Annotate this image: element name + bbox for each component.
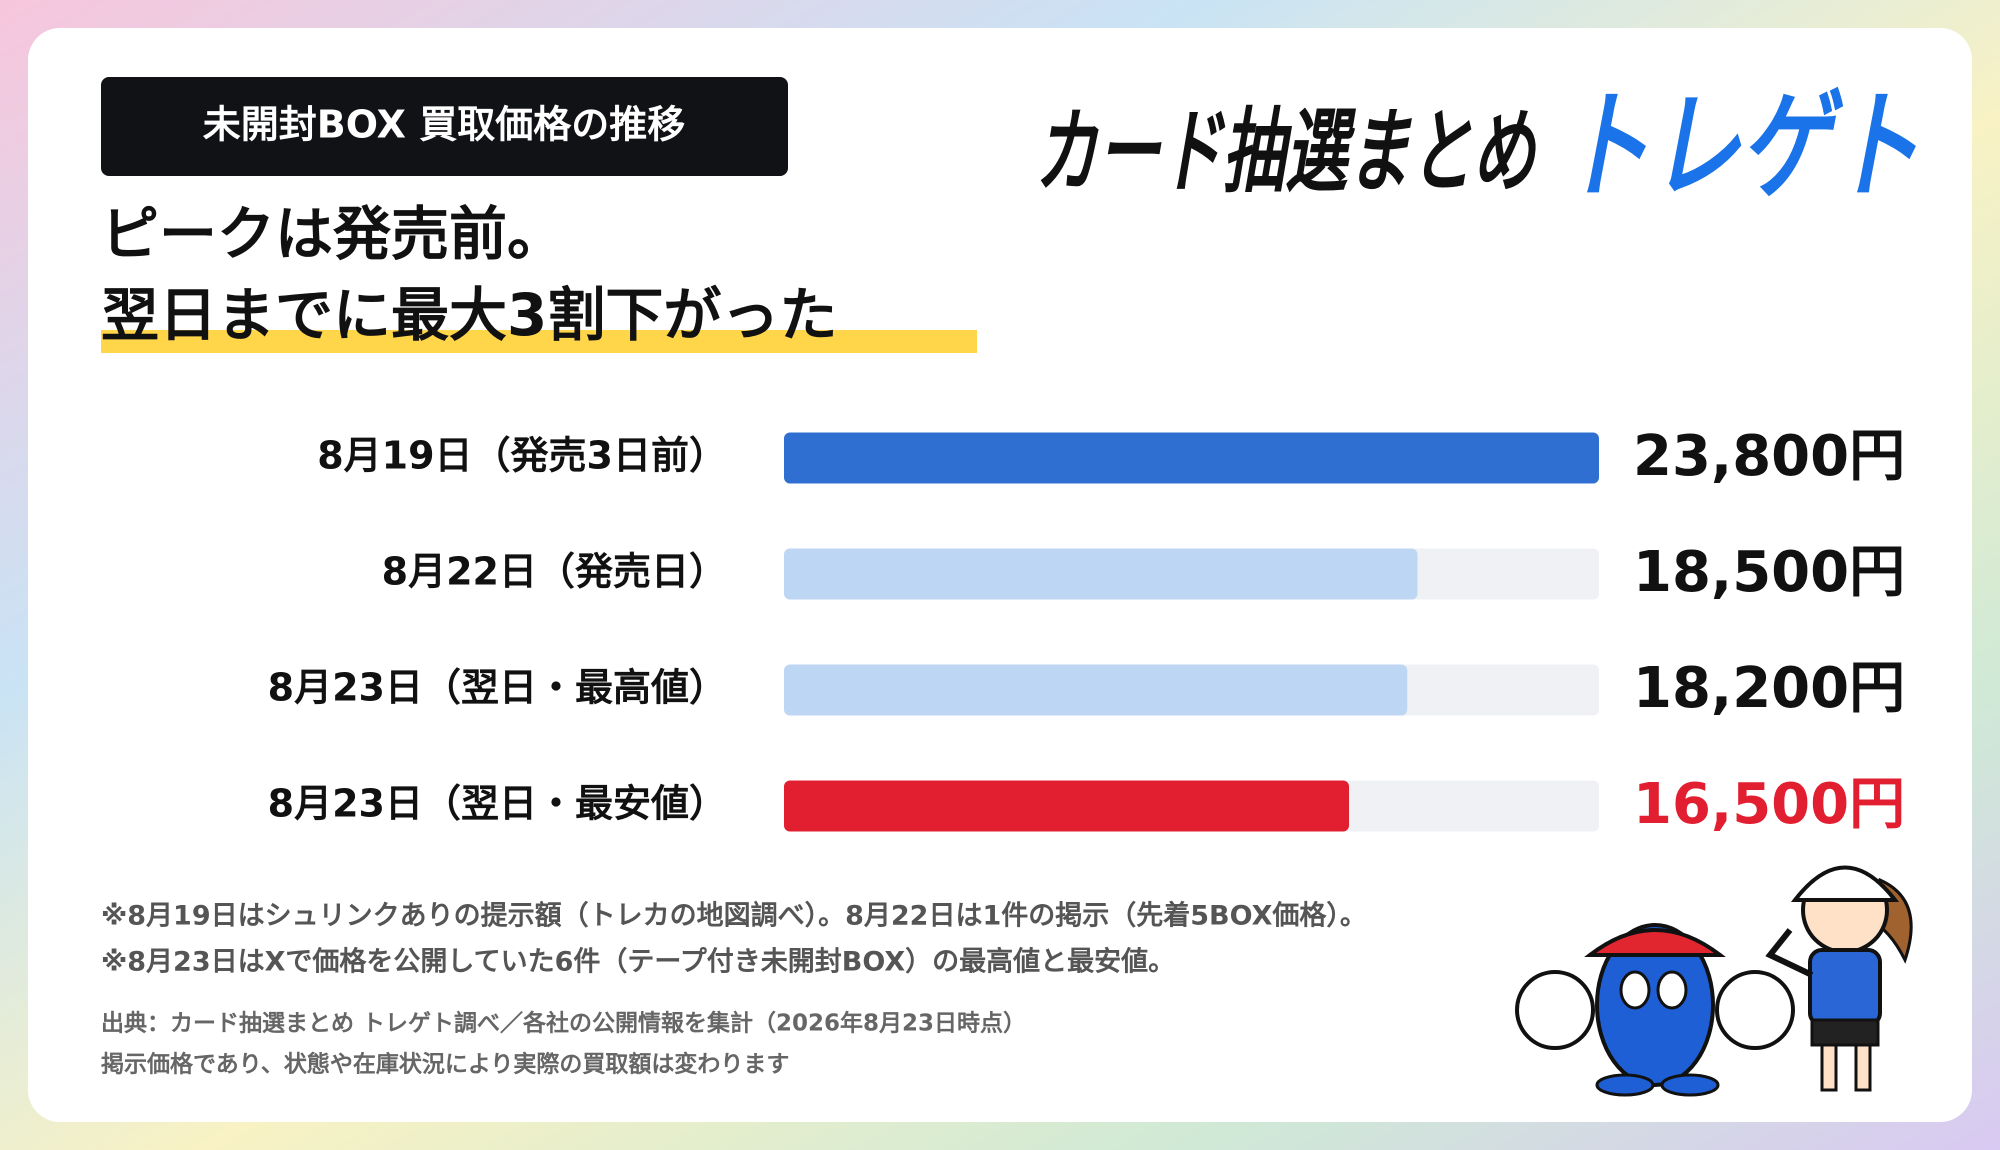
note: ※8月19日はシュリンクありの提示額（トレカの地図調べ）。8月22日は1件の掲示…: [101, 900, 1367, 932]
mascot: [1515, 923, 1795, 1097]
headline: ピークは発売前。: [101, 200, 565, 268]
source: 掲示価格であり、状態や在庫状況により実際の買取額は変わります: [101, 1051, 789, 1078]
note: ※8月23日はXで価格を公開していた6件（テープ付き未開封BOX）の最高値と最安…: [101, 946, 1175, 978]
logo-accent: トレゲト: [1560, 77, 1920, 215]
category-label: 8月22日（発売日）: [382, 550, 727, 594]
category-label: 8月19日（発売3日前）: [317, 434, 727, 478]
bar: [784, 664, 1408, 716]
bar: [784, 548, 1418, 600]
value-label: 23,800円: [1633, 424, 1905, 489]
bar: [784, 432, 1599, 484]
bar: [784, 780, 1350, 832]
highlight: [101, 330, 977, 353]
value-label: 18,200円: [1633, 656, 1905, 721]
headline: 翌日までに最大3割下がった: [101, 281, 837, 349]
category-label: 8月23日（翌日・最安値）: [268, 782, 727, 826]
girl: [1765, 865, 1913, 1092]
value-label: 16,500円: [1633, 772, 1905, 837]
tag: 未開封BOX 買取価格の推移: [203, 103, 685, 147]
bar-chart: 8月19日（発売3日前） 23,800円 8月22日（発売日） 18,500円 8月23…: [268, 424, 1905, 837]
category-label: 8月23日（翌日・最高値）: [268, 666, 727, 710]
logo: カード抽選まとめ: [1035, 98, 1537, 205]
value-label: 18,500円: [1633, 540, 1905, 605]
tag-box: [101, 77, 788, 176]
source: 出典：カード抽選まとめ トレゲト調べ／各社の公開情報を集計（2026年8月23日…: [101, 1010, 1026, 1037]
